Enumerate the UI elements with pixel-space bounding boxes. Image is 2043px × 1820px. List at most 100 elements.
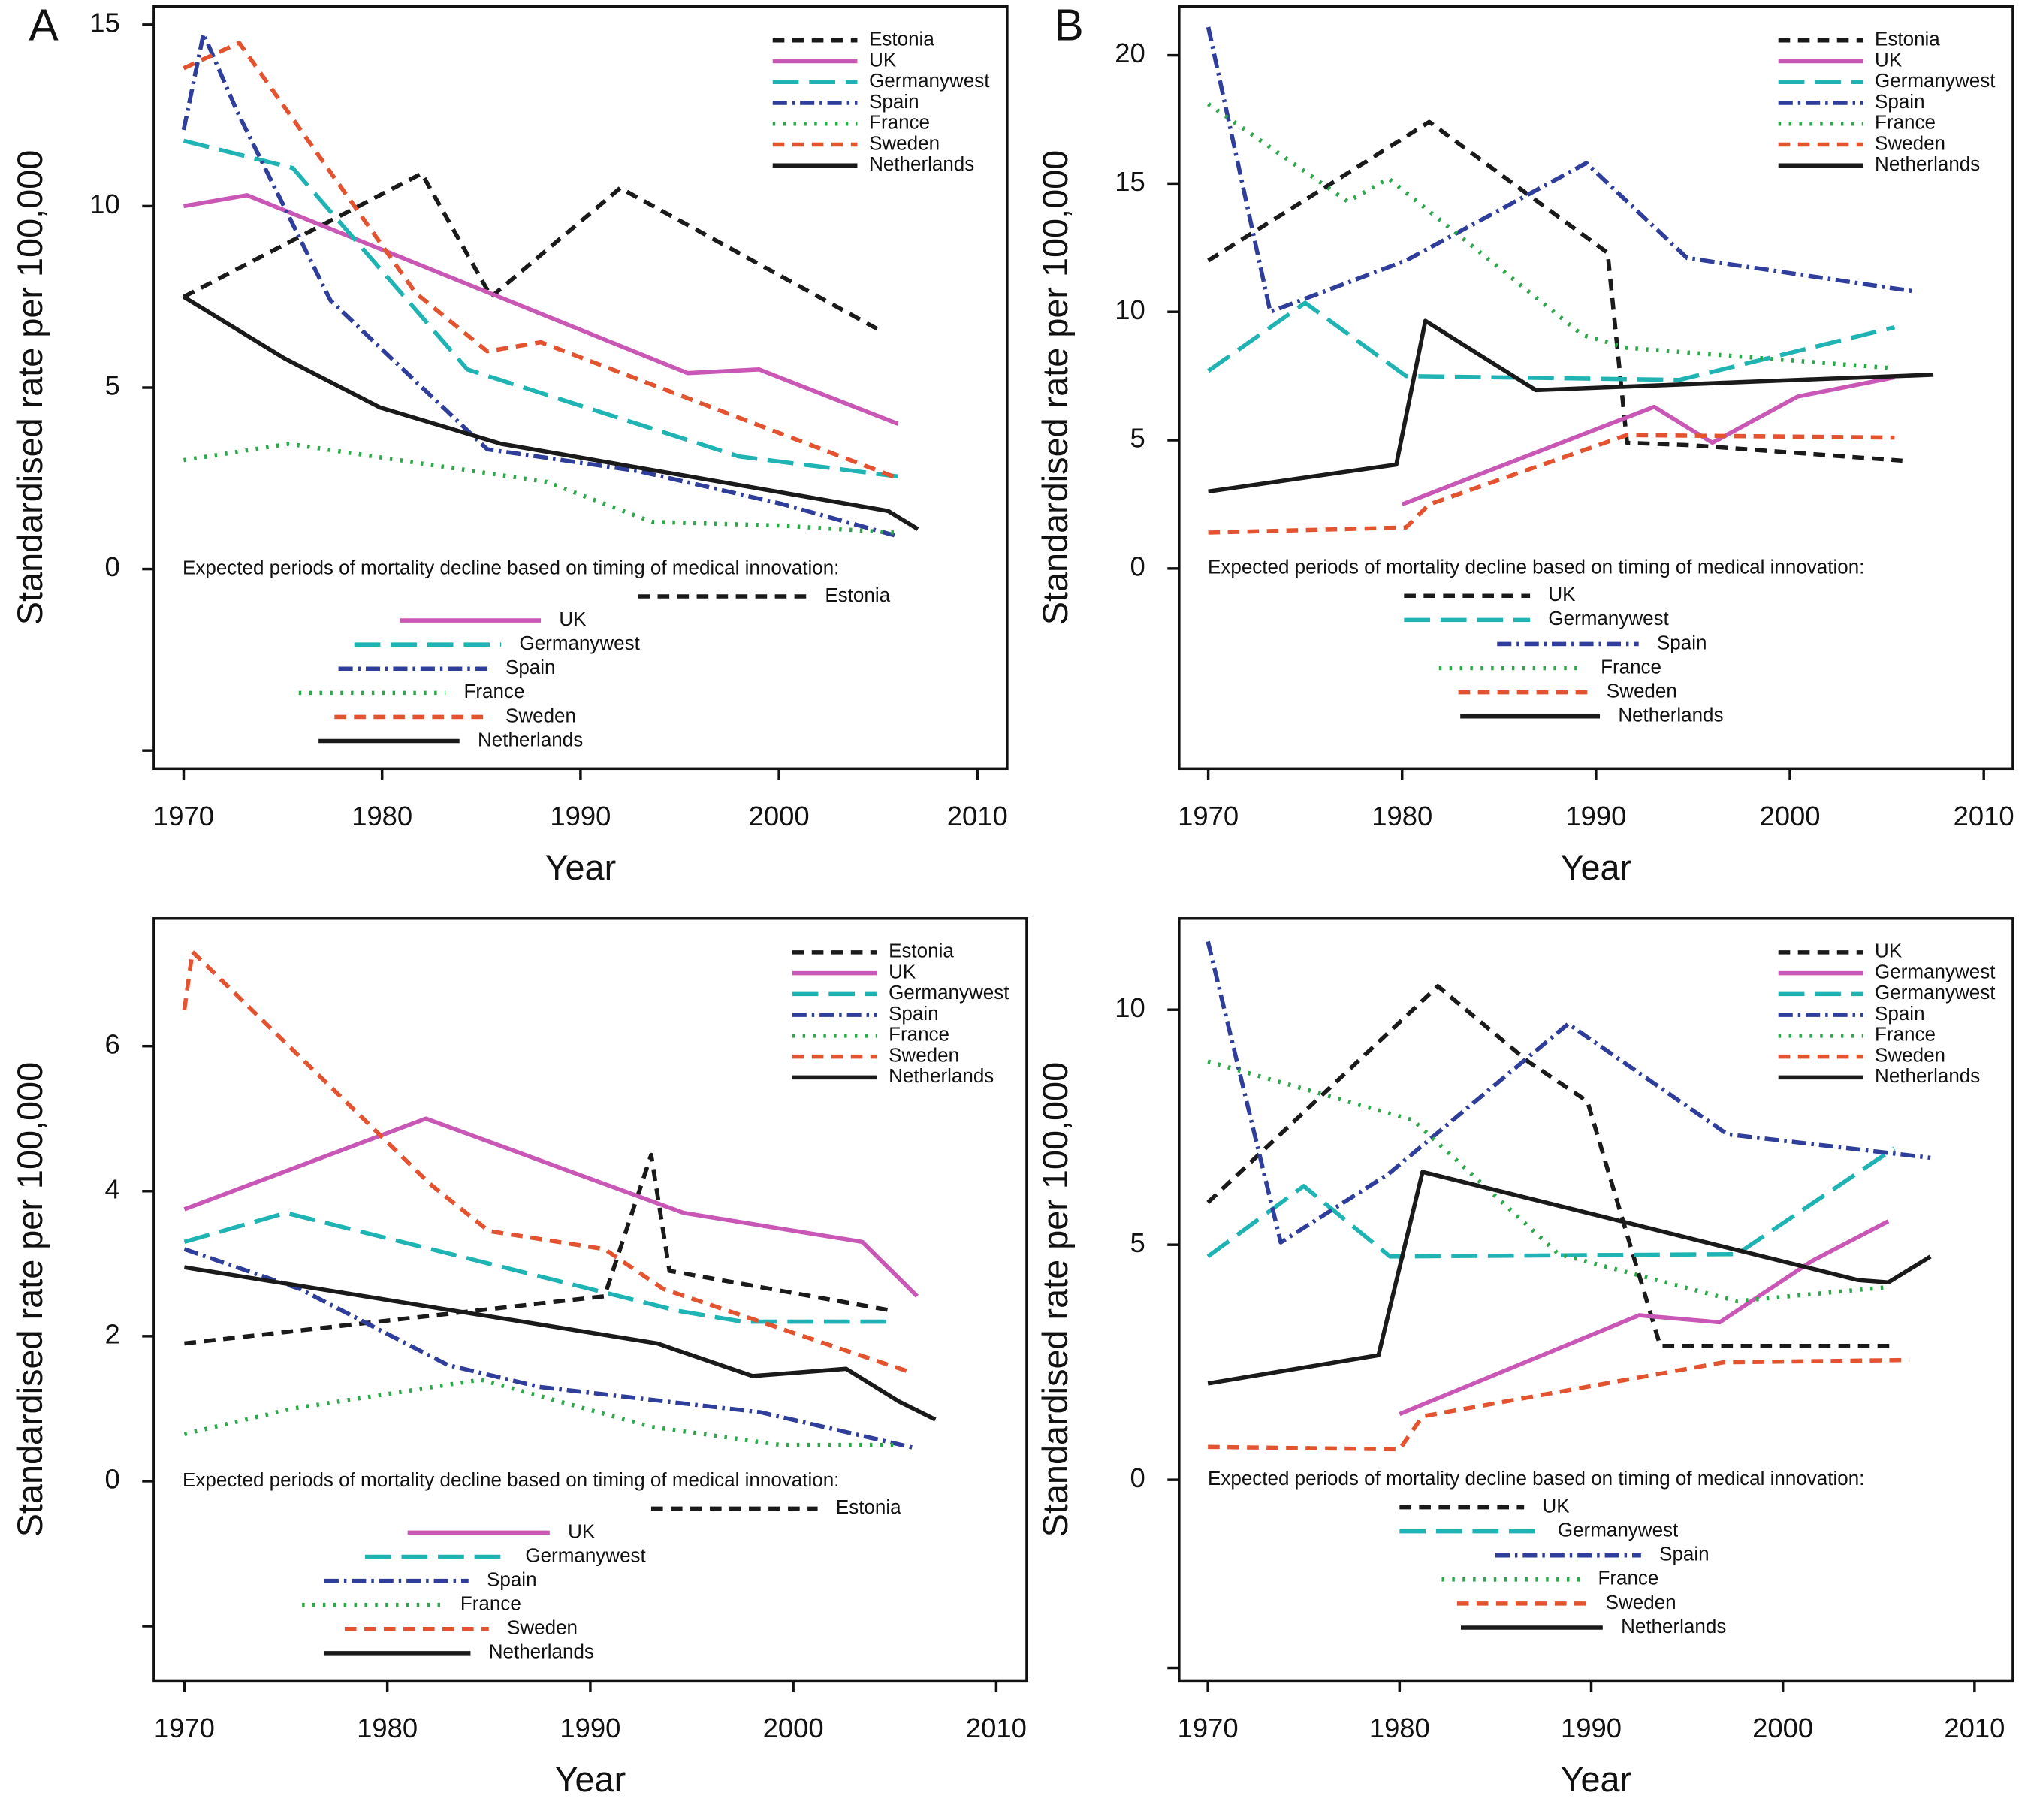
x-tick-label: 1970: [154, 1713, 215, 1743]
series-line: [183, 1265, 937, 1422]
y-axis-label: Standardised rate per 100,000: [1036, 150, 1075, 625]
legend-label: Estonia: [869, 28, 934, 50]
x-tick-label: 2000: [1752, 1713, 1813, 1743]
series-line: [1208, 433, 1895, 535]
period-label: Germanywest: [1558, 1519, 1679, 1541]
period-label: UK: [559, 608, 587, 630]
legend-label: UK: [869, 48, 897, 71]
period-label: Germanywest: [525, 1544, 646, 1566]
y-tick-label: 15: [1115, 166, 1145, 197]
y-tick-label: 10: [1115, 992, 1145, 1023]
x-tick-label: 2010: [966, 1713, 1027, 1743]
x-tick-label: 1980: [352, 801, 412, 832]
series-line: [1207, 102, 1895, 371]
legend-label: Sweden: [1875, 1043, 1945, 1066]
panel-letter: B: [1054, 2, 1083, 50]
x-tick-label: 2010: [1944, 1713, 2005, 1743]
legend-label: UK: [1875, 48, 1903, 71]
x-axis-label: Year: [1561, 1760, 1632, 1799]
x-tick-label: 1990: [1561, 1713, 1622, 1743]
y-axis-label: Standardised rate per 100,000: [1036, 1062, 1075, 1537]
y-tick-label: 0: [105, 551, 120, 582]
legend-label: Sweden: [889, 1043, 959, 1066]
series-line: [1401, 375, 1895, 507]
legend-label: Sweden: [869, 131, 940, 154]
x-tick-label: 1990: [550, 801, 611, 832]
x-axis-label: Year: [555, 1760, 626, 1799]
series-line: [1206, 984, 1894, 1348]
period-label: UK: [1542, 1494, 1570, 1517]
periods-title: Expected periods of mortality decline ba…: [183, 1468, 839, 1491]
series-line: [182, 949, 912, 1375]
period-label: Netherlands: [489, 1640, 594, 1663]
x-tick-label: 1970: [1178, 801, 1239, 832]
period-label: Sweden: [507, 1616, 578, 1639]
series-line: [183, 193, 899, 426]
legend-label: Germanywest: [1875, 960, 1996, 982]
plot-frame: [1178, 917, 2014, 1683]
x-tick-label: 1990: [560, 1713, 620, 1743]
period-label: Netherlands: [1621, 1615, 1726, 1637]
legend-label: UK: [1875, 940, 1903, 962]
legend-label: Spain: [869, 90, 919, 113]
legend-label: Germanywest: [889, 981, 1009, 1004]
x-tick-label: 1970: [153, 801, 214, 832]
series-line: [183, 1378, 899, 1447]
period-label: UK: [1548, 583, 1576, 605]
periods-title: Expected periods of mortality decline ba…: [1208, 556, 1864, 578]
y-tick-label: 0: [105, 1464, 120, 1495]
legend-label: Germanywest: [1875, 981, 1996, 1004]
x-tick-label: 1980: [1369, 1713, 1430, 1743]
x-tick-label: 2000: [763, 1713, 824, 1743]
period-label: France: [1598, 1567, 1658, 1589]
period-label: Germanywest: [1548, 607, 1669, 629]
legend-label: France: [889, 1023, 949, 1046]
legend-label: Spain: [1875, 1002, 1925, 1025]
legend-label: Netherlands: [1875, 1064, 1980, 1087]
series-line: [181, 32, 899, 539]
period-label: Sweden: [1606, 1591, 1676, 1613]
legend-label: Sweden: [1875, 131, 1945, 154]
period-label: Sweden: [1607, 679, 1677, 702]
y-axis-label: Standardised rate per 100,000: [11, 150, 50, 625]
series-line: [183, 442, 898, 536]
plot-frame: [152, 917, 1028, 1683]
period-label: Netherlands: [478, 728, 583, 750]
period-label: Spain: [505, 656, 556, 678]
legend-label: UK: [889, 960, 916, 982]
series-line: [183, 294, 919, 531]
series-line: [1207, 300, 1896, 382]
series-line: [184, 1152, 894, 1346]
periods-title: Expected periods of mortality decline ba…: [183, 556, 839, 578]
x-axis-label: Year: [545, 848, 617, 887]
x-tick-label: 2000: [1760, 801, 1821, 832]
x-tick-label: 1990: [1565, 801, 1626, 832]
legend-label: Germanywest: [869, 69, 990, 92]
period-label: Estonia: [836, 1496, 901, 1518]
x-tick-label: 2000: [749, 801, 810, 832]
series-line: [1399, 1219, 1890, 1417]
legend-label: Spain: [889, 1002, 939, 1025]
legend-label: Netherlands: [869, 152, 974, 175]
x-tick-label: 2010: [947, 801, 1008, 832]
y-tick-label: 5: [105, 370, 120, 401]
legend-label: Netherlands: [1875, 152, 1980, 175]
legend-label: Estonia: [1875, 28, 1940, 50]
series-line: [1207, 1059, 1889, 1304]
x-tick-label: 1980: [357, 1713, 418, 1743]
y-tick-label: 6: [105, 1028, 120, 1059]
y-tick-label: 10: [1115, 294, 1145, 325]
x-axis-label: Year: [1561, 848, 1632, 887]
y-tick-label: 5: [1130, 423, 1145, 454]
period-label: Spain: [1657, 631, 1707, 653]
series-line: [183, 1116, 919, 1298]
series-line: [1208, 1357, 1910, 1452]
period-label: Germanywest: [519, 632, 640, 654]
y-tick-label: 15: [89, 7, 120, 38]
period-label: UK: [568, 1520, 596, 1542]
y-tick-label: 4: [105, 1173, 120, 1204]
series-line: [183, 41, 899, 481]
y-axis-label: Standardised rate per 100,000: [11, 1062, 50, 1537]
y-tick-label: 5: [1130, 1227, 1145, 1258]
